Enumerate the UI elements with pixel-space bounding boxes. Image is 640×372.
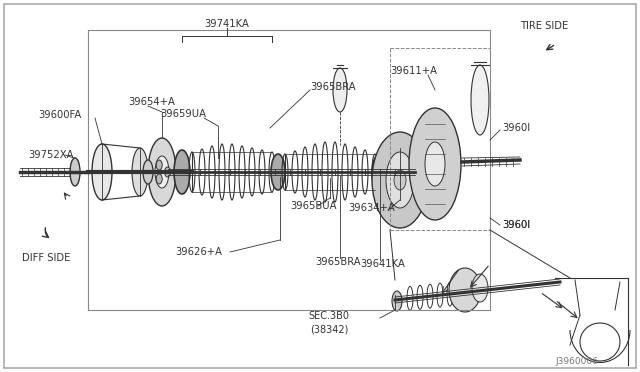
Text: 39611+A: 39611+A bbox=[390, 66, 437, 76]
Ellipse shape bbox=[148, 138, 176, 206]
Ellipse shape bbox=[271, 154, 285, 190]
Ellipse shape bbox=[392, 291, 402, 311]
Ellipse shape bbox=[372, 156, 384, 188]
Ellipse shape bbox=[174, 150, 190, 194]
Text: J3960006: J3960006 bbox=[555, 357, 598, 366]
Ellipse shape bbox=[70, 158, 80, 186]
Ellipse shape bbox=[409, 108, 461, 220]
Ellipse shape bbox=[471, 65, 489, 135]
Text: 3965BRA: 3965BRA bbox=[315, 257, 360, 267]
Text: DIFF SIDE: DIFF SIDE bbox=[22, 253, 70, 263]
Ellipse shape bbox=[156, 160, 162, 170]
Ellipse shape bbox=[92, 144, 112, 200]
Ellipse shape bbox=[425, 142, 445, 186]
Ellipse shape bbox=[386, 152, 414, 208]
Ellipse shape bbox=[132, 148, 148, 196]
Text: TIRE SIDE: TIRE SIDE bbox=[520, 21, 568, 31]
Text: 3960l: 3960l bbox=[502, 220, 530, 230]
Text: 39654+A: 39654+A bbox=[128, 97, 175, 107]
Ellipse shape bbox=[394, 170, 406, 190]
Ellipse shape bbox=[372, 132, 428, 228]
Ellipse shape bbox=[155, 156, 169, 188]
Text: SEC.3B0: SEC.3B0 bbox=[308, 311, 349, 321]
Ellipse shape bbox=[156, 174, 162, 184]
Text: 39641KA: 39641KA bbox=[360, 259, 405, 269]
Text: 3960l: 3960l bbox=[502, 220, 530, 230]
Text: 39741KA: 39741KA bbox=[205, 19, 250, 29]
Ellipse shape bbox=[472, 274, 488, 302]
Text: 3965BRA: 3965BRA bbox=[310, 82, 356, 92]
Text: 39752XA: 39752XA bbox=[28, 150, 74, 160]
Text: 39626+A: 39626+A bbox=[175, 247, 222, 257]
Text: 39600FA: 39600FA bbox=[38, 110, 81, 120]
Ellipse shape bbox=[333, 68, 347, 112]
Ellipse shape bbox=[449, 268, 481, 312]
Ellipse shape bbox=[143, 160, 153, 184]
Text: 3965BUA: 3965BUA bbox=[290, 201, 337, 211]
Text: 39634+A: 39634+A bbox=[348, 203, 395, 213]
Text: 3960l: 3960l bbox=[502, 123, 530, 133]
Text: (38342): (38342) bbox=[310, 324, 348, 334]
Text: 39659UA: 39659UA bbox=[160, 109, 206, 119]
Ellipse shape bbox=[164, 167, 171, 177]
